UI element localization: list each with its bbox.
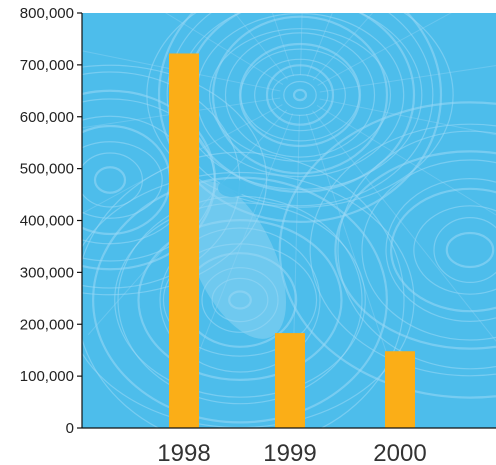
texture-ring: [337, 130, 496, 370]
texture-crack: [82, 104, 283, 215]
texture-crack: [305, 113, 403, 399]
texture-knot: [183, 181, 287, 339]
texture-crack: [82, 97, 281, 129]
texture-ring: [413, 205, 496, 295]
texture-crack: [300, 13, 303, 76]
bar-1999: [275, 333, 305, 428]
y-tick-label: 0: [66, 420, 74, 437]
texture-ring: [137, 219, 343, 382]
texture-ring: [224, 32, 376, 158]
x-axis-labels: 1998 1999 2000: [157, 440, 426, 465]
y-tick-label: 600,000: [20, 109, 74, 126]
texture-crack: [319, 65, 496, 93]
texture-crack: [271, 13, 295, 77]
texture-ring: [278, 101, 496, 399]
texture-ring: [309, 123, 496, 377]
y-tick-label: 100,000: [20, 368, 74, 385]
texture-ring: [361, 159, 496, 341]
y-tick-label: 500,000: [20, 161, 74, 178]
texture-ring: [433, 217, 496, 283]
y-tick-label: 400,000: [20, 213, 74, 230]
texture-ring: [82, 64, 268, 296]
texture-ring: [117, 195, 363, 405]
texture-ring: [159, 227, 321, 373]
y-tick-label: 700,000: [20, 57, 74, 74]
texture-ring: [201, 267, 279, 333]
x-tick-label-1998: 1998: [157, 440, 210, 465]
texture-ring: [82, 89, 217, 271]
texture-crack: [82, 50, 281, 92]
texture-ring: [82, 141, 163, 219]
y-tick-label: 300,000: [20, 264, 74, 281]
texture-crack: [319, 98, 496, 136]
texture-ring: [82, 151, 405, 428]
texture-ring: [146, 13, 454, 208]
texture-ring: [271, 73, 329, 116]
texture-ring: [390, 187, 496, 313]
x-tick-label-2000: 2000: [373, 440, 426, 465]
texture-ring: [157, 13, 443, 223]
texture-ring: [292, 88, 308, 102]
plot-area: [82, 13, 496, 428]
texture-ring: [166, 13, 434, 207]
texture-knot-eye: [218, 179, 246, 197]
bar-2000: [385, 351, 415, 428]
texture-ring: [211, 277, 269, 323]
x-tick-label-1999: 1999: [263, 440, 316, 465]
texture-ring: [254, 58, 346, 132]
bar-1998: [169, 53, 199, 429]
texture-ring: [265, 64, 335, 126]
texture-ring: [334, 150, 496, 350]
texture-ring: [445, 231, 495, 269]
texture-crack: [312, 13, 374, 81]
texture-ring: [114, 202, 366, 398]
tree-rings-texture: [82, 13, 496, 428]
texture-crack: [165, 13, 284, 85]
y-axis-ticks: 0 100,000 200,000 300,000 400,000 500,000 600,…: [20, 5, 82, 437]
texture-ring: [228, 290, 252, 310]
texture-ring: [93, 166, 127, 194]
texture-crack: [312, 110, 496, 342]
texture-ring: [82, 152, 143, 208]
texture-ring: [211, 15, 389, 175]
texture-crack: [316, 105, 496, 216]
texture-crack: [234, 13, 288, 80]
texture-ring: [385, 178, 496, 322]
texture-ring: [208, 28, 392, 162]
y-tick-label: 200,000: [20, 316, 74, 333]
bars: [169, 53, 415, 429]
texture-ring: [238, 42, 362, 148]
texture-ring: [283, 80, 317, 110]
texture-crack: [306, 13, 333, 77]
texture-crack: [317, 13, 452, 86]
texture-crack: [182, 113, 294, 394]
texture-ring: [82, 71, 241, 289]
y-tick-label: 800,000: [20, 5, 74, 22]
